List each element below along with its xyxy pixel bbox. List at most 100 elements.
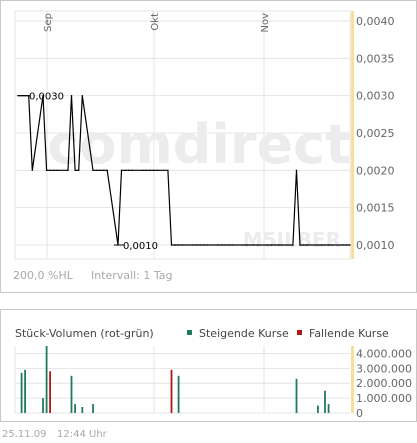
volume-bar <box>81 407 84 413</box>
price-point <box>77 169 80 172</box>
volume-bar <box>70 375 73 413</box>
price-point <box>142 169 144 172</box>
price-point <box>181 244 183 246</box>
volume-bar <box>92 404 94 413</box>
price-point <box>349 244 351 246</box>
price-point <box>317 244 319 246</box>
y-tick-label: 0,0020 <box>356 164 395 177</box>
low-label: 0,0010 <box>123 241 158 252</box>
footer-date: 25.11.09 <box>2 429 47 440</box>
legend-falling-label: Fallende Kurse <box>309 327 389 340</box>
price-point <box>320 244 323 246</box>
price-point <box>270 244 273 246</box>
price-point <box>170 244 173 246</box>
price-point <box>81 94 83 97</box>
price-point <box>74 169 76 172</box>
y-tick-label: 0 <box>356 407 363 420</box>
legend-rising-label: Steigende Kurse <box>199 327 289 340</box>
price-point <box>242 244 244 246</box>
price-point <box>52 169 55 172</box>
price-point <box>102 169 105 172</box>
price-point <box>252 244 255 246</box>
price-point <box>267 244 269 246</box>
price-point <box>145 169 148 172</box>
price-point <box>331 244 333 246</box>
price-point <box>56 169 58 172</box>
footer-time: 12:44 Uhr <box>57 429 107 440</box>
volume-bar <box>170 369 173 413</box>
price-point <box>31 169 33 172</box>
price-point <box>195 244 198 246</box>
price-point <box>206 244 208 246</box>
price-point <box>345 244 348 246</box>
volume-bar <box>327 404 330 413</box>
y-tick-label: 0,0040 <box>356 15 395 28</box>
price-point <box>192 244 194 246</box>
y-tick-label: 0,0030 <box>356 90 395 103</box>
price-point <box>124 169 126 172</box>
price-point <box>49 169 51 172</box>
price-point <box>274 244 276 246</box>
price-point <box>227 244 230 246</box>
y-tick-label: 1.000.000 <box>356 392 412 405</box>
volume-chart: 4.000.000 3.000.000 2.000.000 1.000.000 0 St… <box>14 327 412 420</box>
volume-bar <box>74 404 76 413</box>
price-point <box>106 169 108 172</box>
legend-rising-swatch <box>187 330 192 335</box>
price-point <box>67 169 69 172</box>
price-point <box>220 244 223 246</box>
volume-bar <box>317 405 319 413</box>
price-chart-panel: 0,0040 0,0035 0,0030 0,0025 0,0020 0,0015 0,00… <box>0 0 417 293</box>
watermark-source: M5ILBER <box>243 228 341 252</box>
price-point <box>224 244 226 246</box>
price-point <box>99 169 101 172</box>
price-point <box>306 244 308 246</box>
price-point <box>42 94 44 97</box>
price-point <box>324 244 326 246</box>
price-point <box>302 244 305 246</box>
price-point <box>177 244 180 246</box>
price-point <box>292 244 294 246</box>
y-tick-label: 0,0025 <box>356 127 395 140</box>
price-point <box>281 244 283 246</box>
price-point <box>217 244 219 246</box>
y-tick-label: 3.000.000 <box>356 362 412 375</box>
price-point <box>45 169 48 172</box>
x-tick-label: Nov <box>260 13 271 33</box>
x-tick-label: Sep <box>43 13 54 32</box>
price-line <box>18 95 350 246</box>
interval-label[interactable]: Intervall: 1 Tag <box>91 269 173 282</box>
volume-chart-panel: 4.000.000 3.000.000 2.000.000 1.000.000 0 St… <box>0 309 417 422</box>
price-point <box>245 244 248 246</box>
y-tick-label: 0,0035 <box>356 52 395 65</box>
watermark: comdirect M5ILBER <box>47 113 351 252</box>
price-point <box>167 169 169 172</box>
legend-falling: Fallende Kurse <box>297 327 389 340</box>
volume-bar <box>295 378 298 413</box>
price-point <box>174 244 176 246</box>
scale-label: 200,0 %HL <box>13 269 74 282</box>
price-point <box>120 169 123 172</box>
price-point <box>95 169 98 172</box>
legend-rising: Steigende Kurse <box>187 327 289 340</box>
price-point <box>152 169 155 172</box>
volume-bar <box>177 375 180 413</box>
volume-title: Stück-Volumen (rot-grün) <box>15 327 154 340</box>
price-point <box>202 244 205 246</box>
watermark-logo: comdirect <box>47 113 351 176</box>
price-point <box>256 244 258 246</box>
volume-bar <box>324 390 326 413</box>
price-point <box>70 94 73 97</box>
y-tick-label: 4.000.000 <box>356 347 412 360</box>
price-point <box>327 244 330 246</box>
legend-falling-swatch <box>297 330 302 335</box>
price-point <box>199 244 201 246</box>
volume-bar <box>49 371 51 413</box>
price-point <box>149 169 151 172</box>
price-point <box>277 244 280 246</box>
price-point <box>92 169 94 172</box>
current-marker <box>351 346 354 413</box>
y-tick-label: 2.000.000 <box>356 377 412 390</box>
volume-bar <box>24 369 26 413</box>
